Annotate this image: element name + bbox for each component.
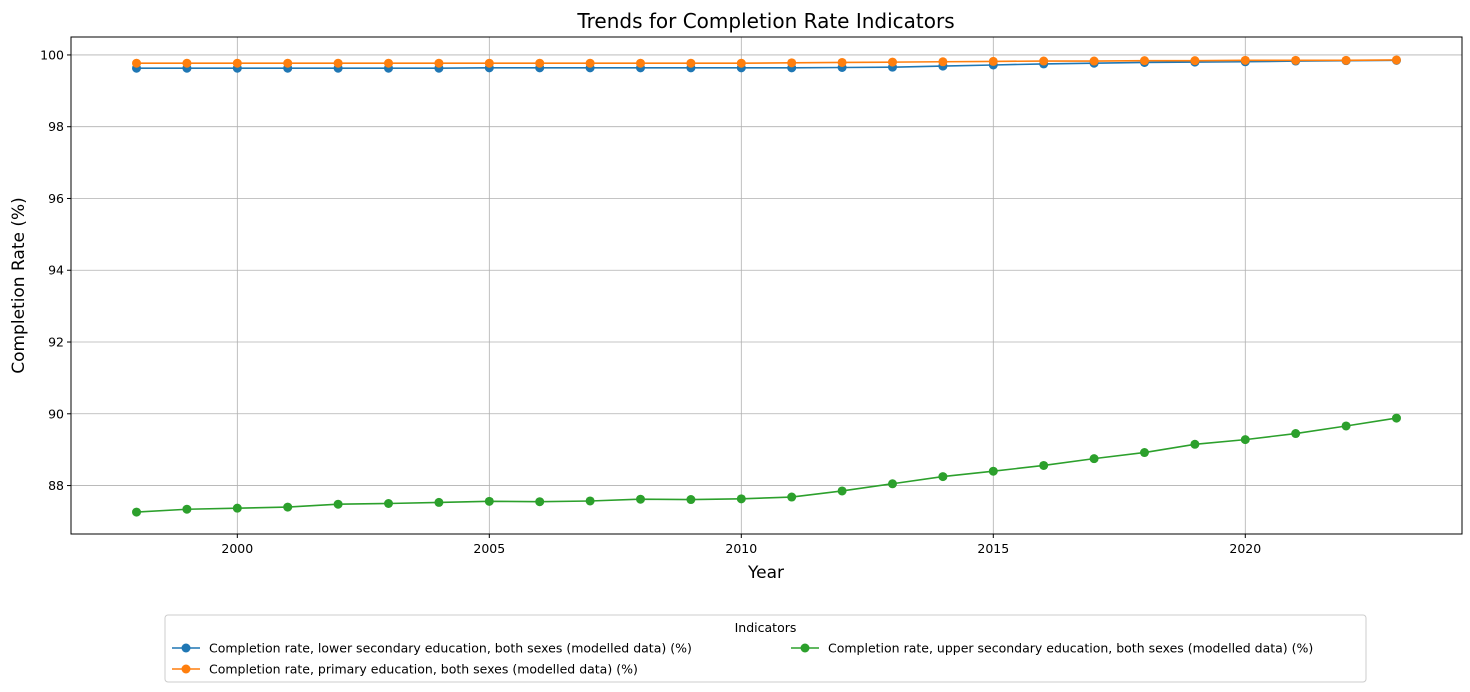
data-point: [636, 58, 646, 68]
data-point: [283, 502, 293, 512]
x-tick-label: 2005: [473, 541, 505, 556]
data-point: [887, 57, 897, 67]
data-point: [736, 494, 746, 504]
data-point: [1240, 435, 1250, 445]
data-point: [434, 497, 444, 507]
data-point: [1089, 56, 1099, 66]
series-line: [136, 59, 1397, 65]
data-point: [1341, 55, 1351, 65]
series-line: [136, 59, 1397, 70]
data-point: [736, 58, 746, 68]
legend-box: [164, 614, 1367, 683]
x-tick-label: 2020: [1229, 541, 1261, 556]
grid-lines: [71, 37, 1462, 534]
y-tick-label: 98: [48, 119, 64, 134]
data-point: [434, 58, 444, 68]
data-point: [585, 496, 595, 506]
data-point: [787, 58, 797, 68]
data-point: [585, 58, 595, 68]
data-point: [484, 58, 494, 68]
data-point: [1039, 56, 1049, 66]
legend-label: Completion rate, primary education, both…: [209, 662, 638, 677]
y-axis-label: Completion Rate (%): [9, 197, 29, 374]
x-tick-label: 2015: [977, 541, 1009, 556]
data-point: [384, 498, 394, 508]
data-point: [787, 492, 797, 502]
data-point: [132, 507, 142, 517]
data-point: [1391, 55, 1401, 65]
legend-marker: [181, 664, 191, 674]
data-point: [182, 504, 192, 514]
data-point: [1341, 421, 1351, 431]
chart-title: Trends for Completion Rate Indicators: [576, 9, 954, 33]
y-tick-label: 96: [48, 191, 64, 206]
data-point: [384, 58, 394, 68]
legend-item: Completion rate, upper secondary educati…: [791, 641, 1313, 656]
data-point: [535, 497, 545, 507]
data-point: [938, 472, 948, 482]
x-axis-ticks: 2000 2005 2010 2015 2020: [221, 534, 1261, 556]
data-point: [1291, 55, 1301, 65]
data-point: [333, 499, 343, 509]
legend-title: Indicators: [735, 620, 797, 635]
data-point: [1291, 429, 1301, 439]
y-tick-label: 92: [48, 335, 64, 350]
data-point: [182, 58, 192, 68]
legend-marker: [800, 643, 810, 653]
legend-item: Completion rate, lower secondary educati…: [172, 641, 692, 656]
data-point: [132, 58, 142, 68]
series-line: [136, 417, 1397, 513]
data-point: [484, 496, 494, 506]
data-point: [988, 466, 998, 476]
data-point: [1139, 56, 1149, 66]
legend-item: Completion rate, primary education, both…: [172, 662, 638, 677]
data-point: [938, 57, 948, 67]
x-axis-label: Year: [747, 563, 784, 583]
legend: Indicators Completion rate, lower second…: [164, 614, 1367, 683]
y-tick-label: 88: [48, 478, 64, 493]
y-axis-ticks: 88 90 92 94 96 98 100: [40, 47, 71, 493]
data-point: [1089, 454, 1099, 464]
legend-label: Completion rate, lower secondary educati…: [209, 641, 692, 656]
data-point: [837, 57, 847, 67]
data-point: [1190, 439, 1200, 449]
y-tick-label: 90: [48, 406, 64, 421]
data-point: [232, 58, 242, 68]
series-2: [132, 413, 1401, 517]
x-tick-label: 2010: [725, 541, 757, 556]
data-point: [1039, 460, 1049, 470]
data-point: [535, 58, 545, 68]
legend-marker: [181, 643, 191, 653]
data-point: [1240, 55, 1250, 65]
data-point: [1190, 56, 1200, 66]
data-point: [837, 486, 847, 496]
data-point: [988, 56, 998, 66]
y-tick-label: 100: [40, 47, 64, 62]
data-point: [333, 58, 343, 68]
y-tick-label: 94: [48, 263, 64, 278]
series-1: [132, 55, 1401, 68]
data-point: [1391, 413, 1401, 423]
series-0: [132, 55, 1401, 73]
series-layer: [132, 55, 1401, 517]
data-point: [686, 58, 696, 68]
data-point: [283, 58, 293, 68]
legend-label: Completion rate, upper secondary educati…: [828, 641, 1313, 656]
data-point: [887, 479, 897, 489]
plot-frame: [70, 36, 1463, 535]
data-point: [686, 495, 696, 505]
data-point: [1139, 448, 1149, 458]
data-point: [636, 494, 646, 504]
data-point: [232, 503, 242, 513]
x-tick-label: 2000: [221, 541, 253, 556]
